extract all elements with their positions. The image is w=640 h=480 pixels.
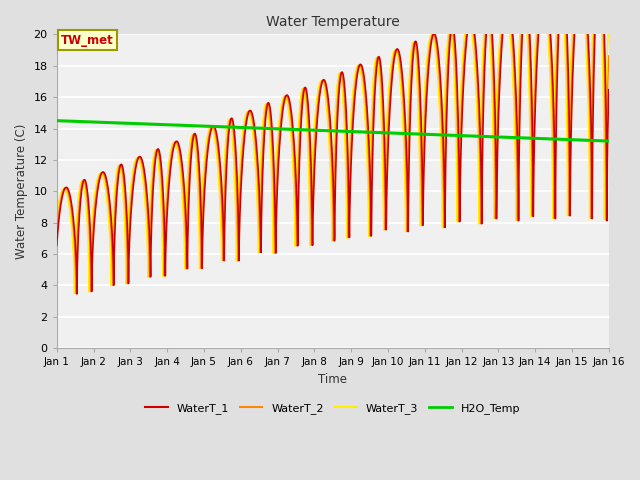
Text: TW_met: TW_met [61, 34, 114, 47]
Y-axis label: Water Temperature (C): Water Temperature (C) [15, 124, 28, 259]
Legend: WaterT_1, WaterT_2, WaterT_3, H2O_Temp: WaterT_1, WaterT_2, WaterT_3, H2O_Temp [141, 398, 524, 418]
X-axis label: Time: Time [318, 373, 348, 386]
Title: Water Temperature: Water Temperature [266, 15, 399, 29]
